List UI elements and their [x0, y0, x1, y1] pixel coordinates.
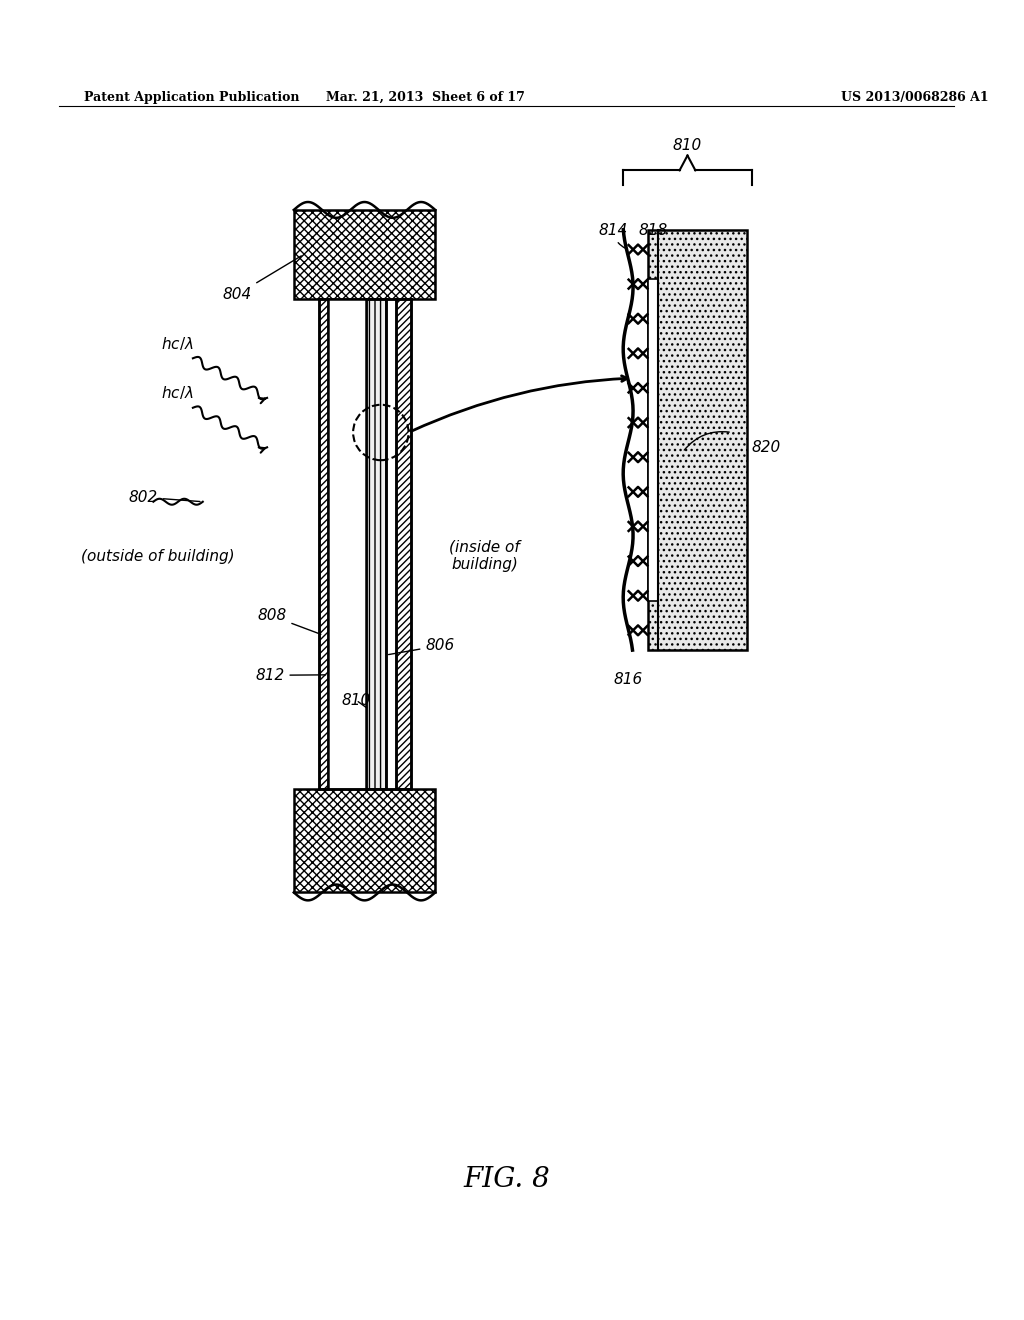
- Text: 814: 814: [598, 223, 628, 248]
- Polygon shape: [294, 788, 435, 892]
- Text: Mar. 21, 2013  Sheet 6 of 17: Mar. 21, 2013 Sheet 6 of 17: [326, 91, 524, 104]
- Text: 820: 820: [752, 440, 781, 455]
- Polygon shape: [648, 279, 657, 601]
- Polygon shape: [366, 298, 386, 788]
- Polygon shape: [318, 298, 329, 788]
- Polygon shape: [648, 230, 746, 651]
- Text: 806: 806: [388, 638, 455, 655]
- Polygon shape: [329, 298, 366, 788]
- Text: 802: 802: [129, 490, 200, 504]
- Text: 810: 810: [341, 693, 371, 708]
- Text: $hc/\lambda$: $hc/\lambda$: [161, 384, 194, 401]
- Text: 804: 804: [222, 256, 301, 302]
- Text: 808: 808: [257, 609, 321, 635]
- Text: FIG. 8: FIG. 8: [463, 1166, 550, 1193]
- Text: 812: 812: [255, 668, 326, 682]
- Text: $hc/\lambda$: $hc/\lambda$: [161, 335, 194, 352]
- Polygon shape: [395, 298, 411, 788]
- Text: 816: 816: [613, 672, 642, 688]
- Text: (outside of building): (outside of building): [82, 549, 236, 564]
- Text: 810: 810: [673, 139, 702, 153]
- Polygon shape: [294, 210, 435, 298]
- Text: Patent Application Publication: Patent Application Publication: [84, 91, 300, 104]
- Text: (inside of
building): (inside of building): [450, 540, 520, 573]
- Text: 818: 818: [638, 223, 668, 247]
- Text: US 2013/0068286 A1: US 2013/0068286 A1: [841, 91, 988, 104]
